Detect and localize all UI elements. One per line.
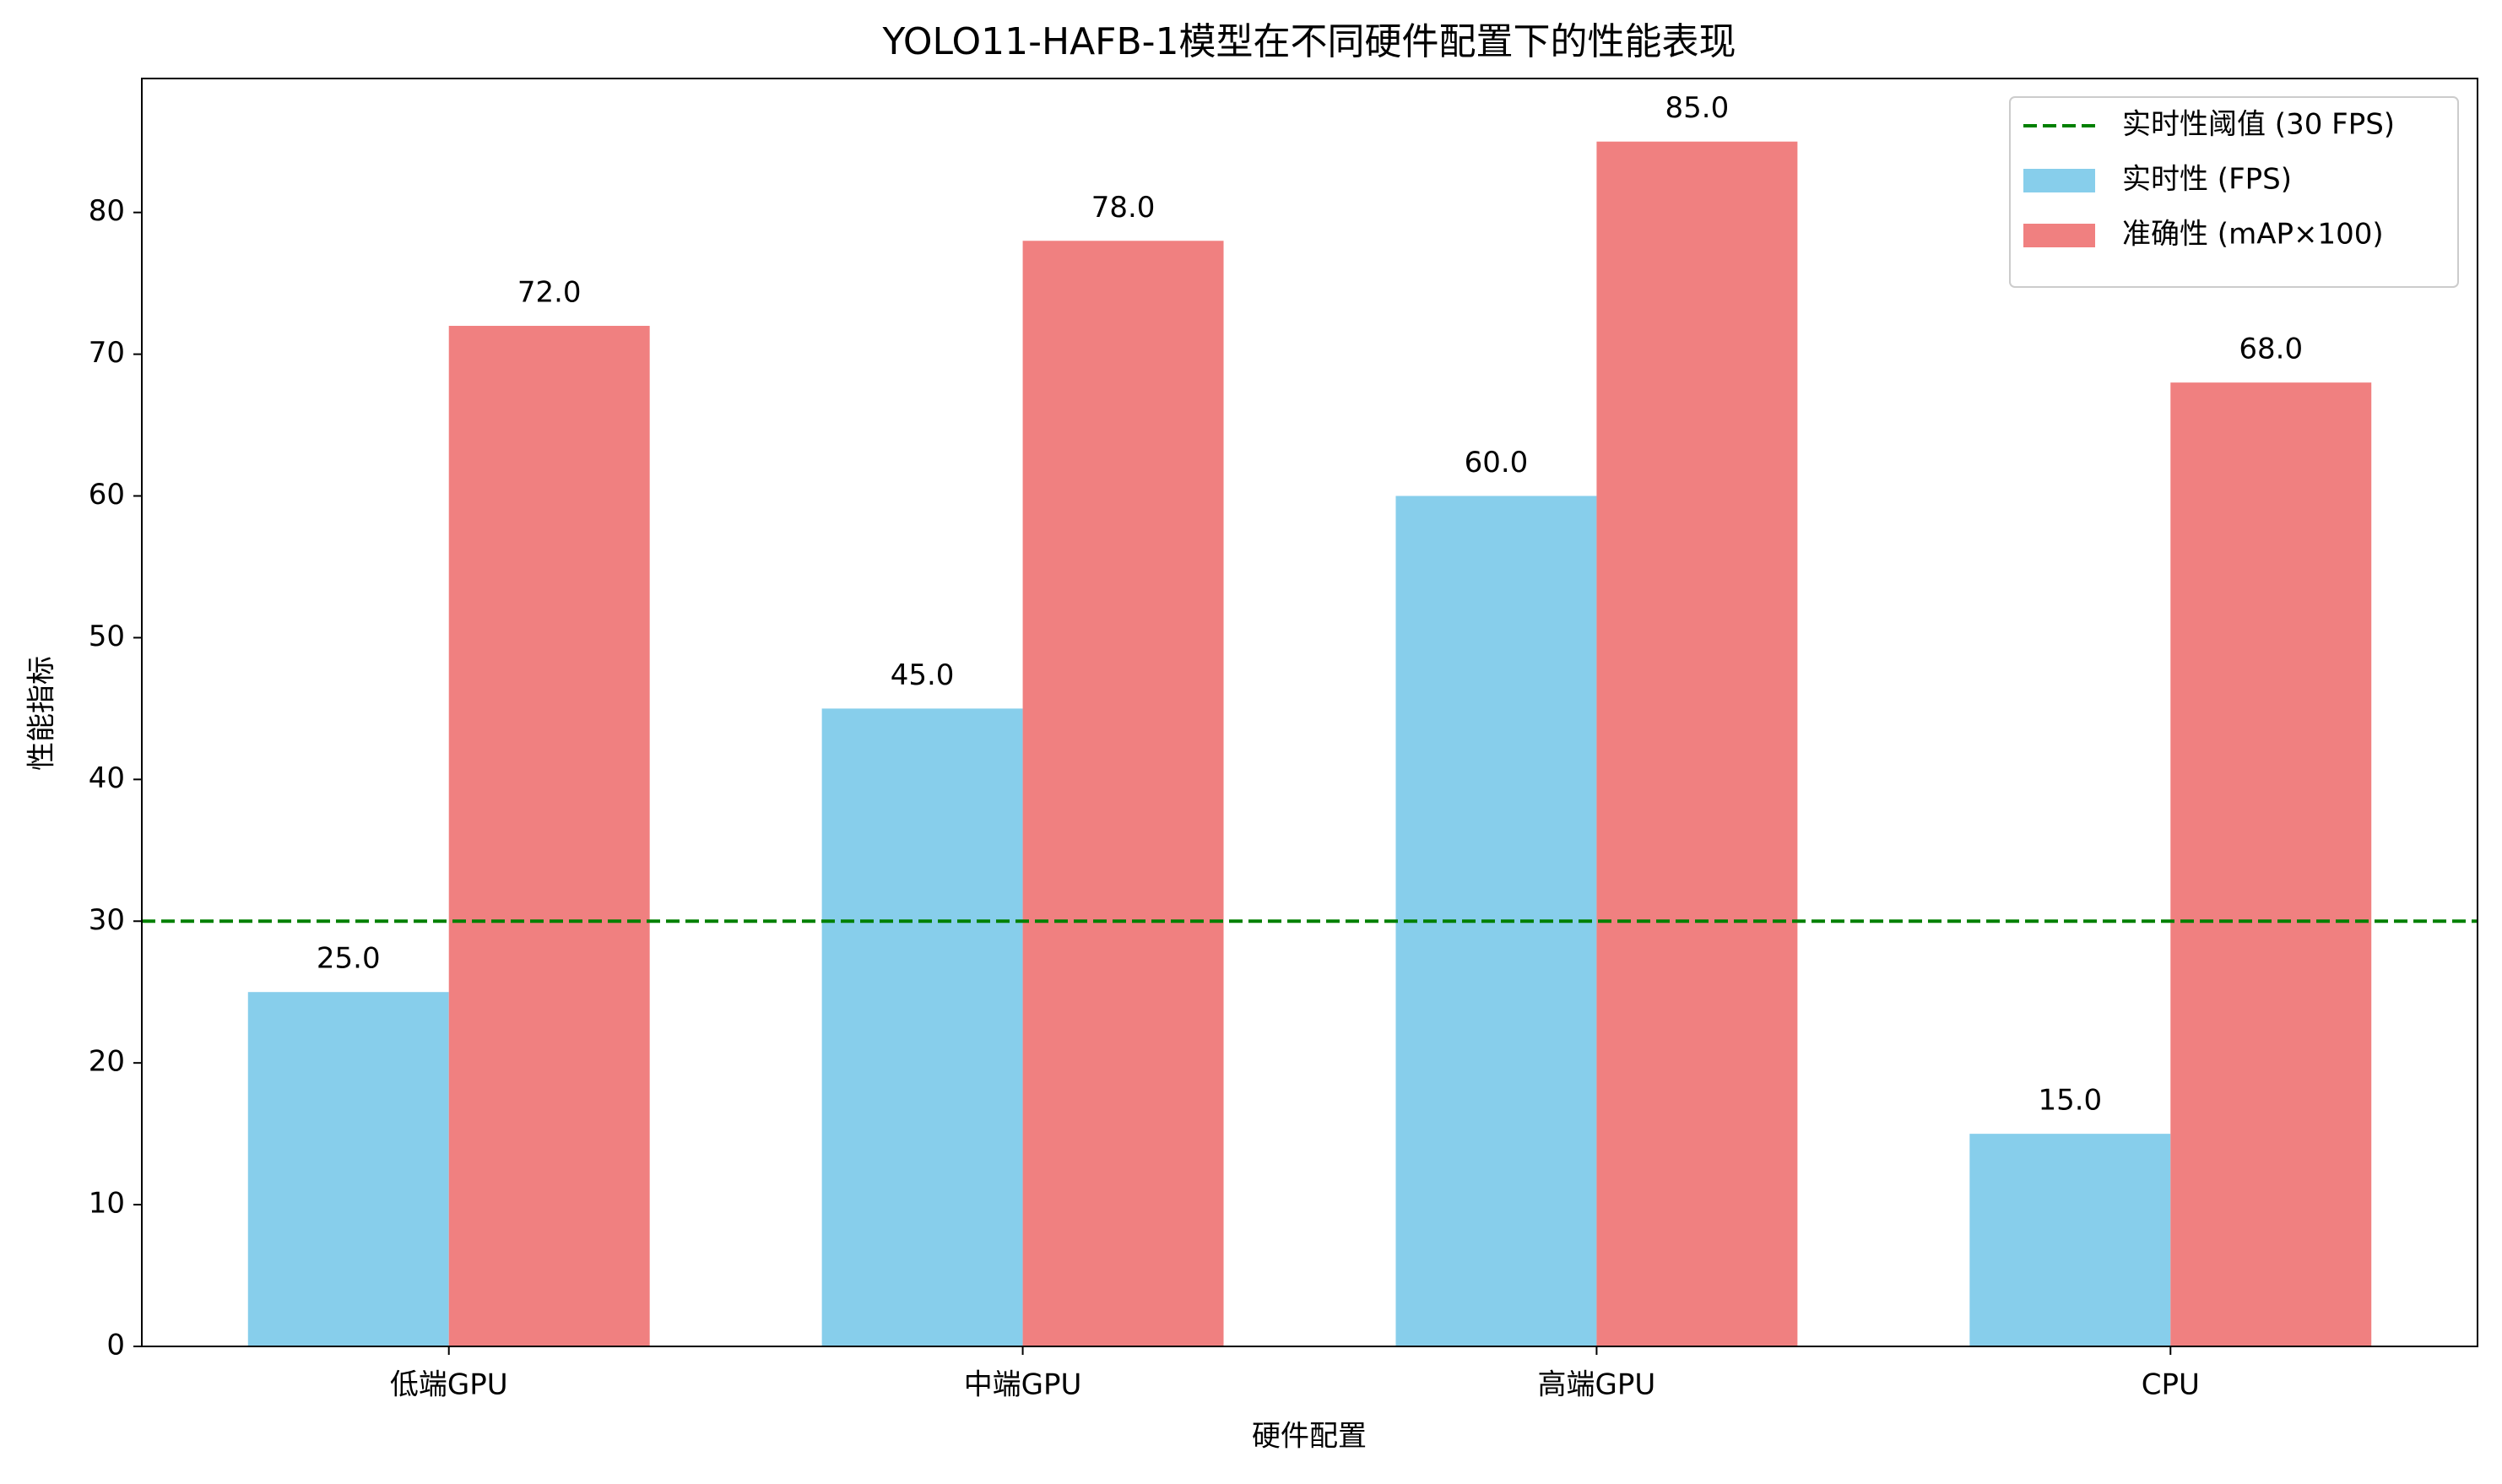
- y-tick-label: 0: [106, 1329, 125, 1362]
- bar: [2170, 382, 2372, 1347]
- value-label: 78.0: [1091, 191, 1156, 225]
- y-tick-label: 60: [89, 478, 125, 512]
- x-tick-label: 中端GPU: [964, 1368, 1082, 1402]
- x-tick-label: 高端GPU: [1538, 1368, 1656, 1402]
- value-label: 45.0: [891, 658, 955, 692]
- bar: [821, 708, 1023, 1346]
- x-tick-label: 低端GPU: [390, 1368, 508, 1402]
- value-label: 72.0: [517, 276, 582, 310]
- bar: [1022, 241, 1224, 1347]
- value-label: 68.0: [2239, 333, 2303, 366]
- bar: [247, 992, 449, 1346]
- value-label: 25.0: [317, 942, 381, 976]
- plot-frame: [141, 78, 2478, 1347]
- y-tick-label: 30: [89, 903, 125, 937]
- value-label: 60.0: [1465, 446, 1529, 479]
- y-tick-label: 40: [89, 761, 125, 795]
- legend-label: 实时性阈值 (30 FPS): [2122, 108, 2395, 142]
- y-tick-label: 10: [89, 1187, 125, 1221]
- chart-title: YOLO11-HAFB-1模型在不同硬件配置下的性能表现: [881, 20, 1736, 63]
- value-label: 15.0: [2038, 1084, 2102, 1118]
- x-axis-label: 硬件配置: [1252, 1420, 1367, 1454]
- x-tick-label: CPU: [2142, 1368, 2200, 1402]
- bar: [1969, 1134, 2171, 1346]
- y-tick-label: 20: [89, 1045, 125, 1079]
- legend-box: [2009, 96, 2459, 288]
- bar: [448, 326, 650, 1347]
- y-tick-label: 80: [89, 194, 125, 228]
- value-label: 85.0: [1665, 91, 1730, 125]
- legend-handle: [2023, 224, 2095, 247]
- legend-handle: [2023, 169, 2095, 192]
- bar: [1596, 141, 1798, 1347]
- y-axis-label: 性能指标: [25, 656, 59, 771]
- legend-label: 准确性 (mAP×100): [2122, 218, 2384, 252]
- legend-label: 实时性 (FPS): [2122, 163, 2292, 197]
- y-tick-label: 70: [89, 336, 125, 370]
- y-tick-label: 50: [89, 620, 125, 653]
